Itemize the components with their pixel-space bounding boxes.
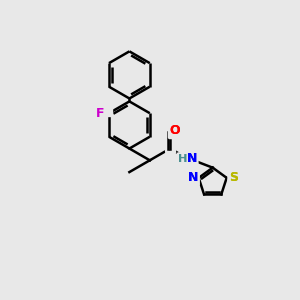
Text: F: F [96,107,104,120]
Text: F: F [97,107,104,120]
Text: N: N [188,171,199,184]
Text: S: S [229,171,237,184]
Text: F: F [96,107,104,120]
Text: S: S [229,171,238,184]
Text: N: N [188,171,199,184]
Text: H: H [178,154,187,164]
Text: H: H [178,154,187,164]
Text: N: N [189,171,198,184]
Text: N: N [187,152,197,165]
Text: O: O [170,124,179,137]
Text: O: O [169,124,180,137]
Text: S: S [229,171,238,184]
Text: N: N [188,152,197,165]
Text: O: O [169,124,180,137]
Text: H: H [178,154,187,164]
Text: N: N [187,152,197,165]
Text: F: F [96,107,104,120]
